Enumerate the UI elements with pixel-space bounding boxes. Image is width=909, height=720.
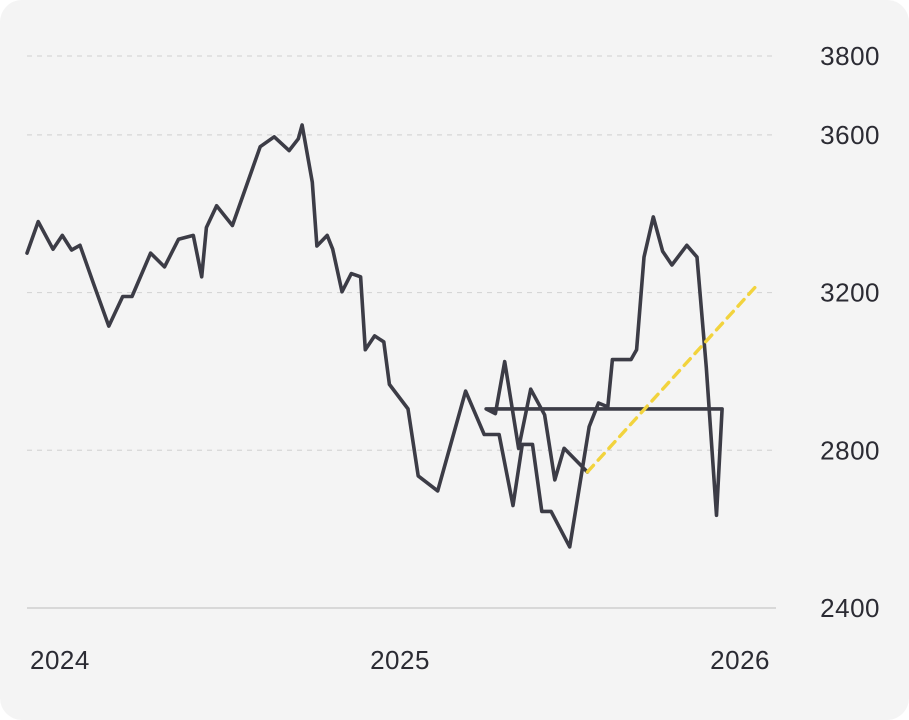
y-tick-label-2400: 2400 bbox=[820, 593, 880, 623]
x-tick-label-2024: 2024 bbox=[30, 645, 90, 675]
x-tick-label-2025: 2025 bbox=[370, 645, 430, 675]
y-tick-label-3200: 3200 bbox=[820, 278, 880, 308]
series bbox=[25, 123, 761, 549]
y-tick-labels: 2400 2800 3200 3600 3800 bbox=[820, 41, 880, 623]
x-tick-labels: 2024 2025 2026 bbox=[30, 645, 770, 675]
y-tick-label-2800: 2800 bbox=[820, 435, 880, 465]
history-line bbox=[25, 123, 724, 549]
forecast-line bbox=[585, 281, 761, 474]
y-tick-label-3800: 3800 bbox=[820, 41, 880, 71]
grid-lines bbox=[27, 55, 776, 451]
y-tick-label-3600: 3600 bbox=[820, 120, 880, 150]
x-tick-label-2026: 2026 bbox=[710, 645, 770, 675]
